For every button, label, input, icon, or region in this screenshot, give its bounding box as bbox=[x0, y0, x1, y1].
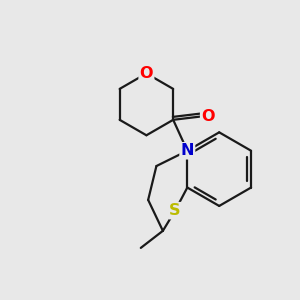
Text: O: O bbox=[201, 109, 215, 124]
Text: N: N bbox=[181, 143, 194, 158]
Text: S: S bbox=[169, 203, 181, 218]
Text: O: O bbox=[140, 66, 153, 81]
